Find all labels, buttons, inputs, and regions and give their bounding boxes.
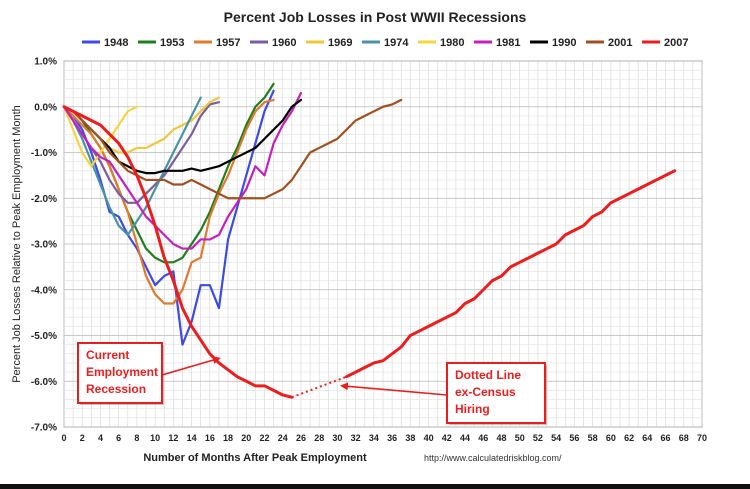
legend-label-1990: 1990 [552, 37, 576, 49]
x-tick-label: 54 [551, 433, 561, 443]
annotation-arrow-current [161, 356, 221, 376]
x-tick-label: 26 [296, 433, 306, 443]
x-tick-label: 2 [80, 433, 85, 443]
x-tick-labels: 0 2 4 6 8 10 12 14 16 18 20 22 24 26 28 30 32 34 36 38 40 42 4… [61, 433, 707, 443]
x-tick-label: 14 [187, 433, 197, 443]
x-tick-label: 4 [98, 433, 103, 443]
series-line-1957 [62, 98, 275, 305]
x-axis-label: Number of Months After Peak Employment [143, 452, 367, 464]
y-tick-labels: 1.0% 0.0% -1.0% -2.0% -3.0% -4.0% -5.0% -6.0% -7… [31, 57, 57, 434]
x-tick-label: 10 [150, 433, 160, 443]
y-tick-label: 0.0% [34, 102, 57, 113]
y-tick-label: -5.0% [31, 331, 57, 342]
x-tick-label: 60 [606, 433, 616, 443]
x-tick-label: 12 [168, 433, 178, 443]
source-url: http://www.calculatedriskblog.com/ [424, 453, 562, 463]
bottom-bar [0, 484, 750, 489]
y-tick-label: -7.0% [31, 423, 57, 434]
x-tick-label: 32 [351, 433, 361, 443]
x-tick-label: 6 [116, 433, 121, 443]
x-tick-label: 28 [314, 433, 324, 443]
annotation-text: Current [86, 348, 129, 362]
x-tick-label: 62 [624, 433, 634, 443]
x-tick-label: 24 [278, 433, 288, 443]
x-tick-label: 0 [61, 433, 66, 443]
legend-label-1957: 1957 [216, 37, 240, 49]
series-lines [62, 82, 677, 399]
legend-label-2001: 2001 [608, 37, 632, 49]
x-tick-label: 52 [533, 433, 543, 443]
x-tick-label: 48 [496, 433, 506, 443]
legend-label-1980: 1980 [440, 37, 464, 49]
x-tick-label: 46 [478, 433, 488, 443]
x-tick-label: 50 [515, 433, 525, 443]
y-tick-label: -6.0% [31, 377, 57, 388]
x-tick-label: 40 [424, 433, 434, 443]
x-tick-label: 70 [697, 433, 707, 443]
x-tick-label: 34 [369, 433, 379, 443]
legend-label-1969: 1969 [328, 37, 352, 49]
x-tick-label: 30 [332, 433, 342, 443]
y-tick-label: -3.0% [31, 240, 57, 251]
annotation-text: ex-Census [455, 385, 516, 399]
x-tick-label: 38 [405, 433, 415, 443]
annotations: Current Employment Recession Dotted Line ex-… [77, 342, 547, 425]
x-tick-label: 22 [260, 433, 270, 443]
legend-label-1960: 1960 [272, 37, 296, 49]
x-tick-label: 56 [569, 433, 579, 443]
annotation-arrow-dotted [339, 382, 448, 396]
legend-label-1953: 1953 [160, 37, 184, 49]
annotation-text: Dotted Line [455, 368, 521, 382]
legend-label-1948: 1948 [104, 37, 128, 49]
x-tick-label: 20 [241, 433, 251, 443]
x-tick-label: 64 [642, 433, 652, 443]
y-tick-label: -2.0% [31, 194, 57, 205]
x-tick-label: 58 [588, 433, 598, 443]
x-tick-label: 68 [679, 433, 689, 443]
x-tick-label: 44 [460, 433, 470, 443]
y-tick-label: -1.0% [31, 148, 57, 159]
series-line-1981 [62, 91, 303, 250]
annotation-text: Hiring [455, 402, 490, 416]
x-tick-label: 16 [205, 433, 215, 443]
x-tick-label: 42 [442, 433, 452, 443]
x-tick-label: 8 [134, 433, 139, 443]
annotation-box-current [77, 342, 163, 404]
y-axis-label: Percent Job Losses Relative to Peak Empl… [11, 105, 23, 383]
series-line-2007 [345, 169, 677, 379]
annotation-text: Employment [86, 365, 158, 379]
series-line-1980 [62, 105, 139, 168]
legend-label-2007: 2007 [664, 37, 688, 49]
annotation-text: Recession [86, 382, 146, 396]
x-tick-label: 66 [661, 433, 671, 443]
x-tick-label: 18 [223, 433, 233, 443]
y-tick-label: -4.0% [31, 285, 57, 296]
series-line-2007 [62, 105, 294, 399]
legend-label-1981: 1981 [496, 37, 520, 49]
legend: 1948 1953 1957 1960 1969 1974 1980 1981 1990 2001… [82, 37, 688, 49]
legend-label-1974: 1974 [384, 37, 409, 49]
chart-title: Percent Job Losses in Post WWII Recessio… [224, 9, 527, 25]
series-line-2001 [62, 98, 403, 200]
y-tick-label: 1.0% [34, 57, 57, 68]
x-tick-label: 36 [387, 433, 397, 443]
annotation-box-dotted [446, 362, 546, 424]
series-line-1974 [62, 96, 202, 236]
